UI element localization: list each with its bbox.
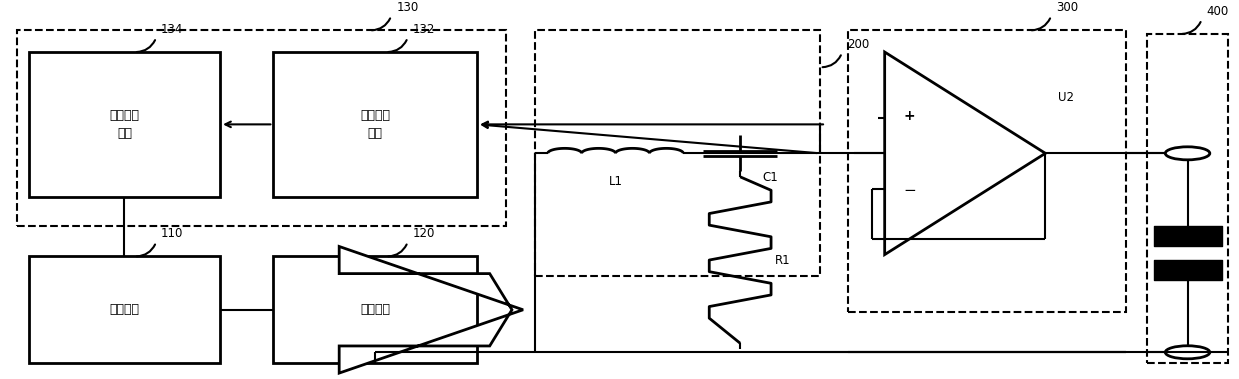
Text: R1: R1 — [774, 254, 790, 266]
Text: +: + — [903, 109, 916, 123]
Text: 132: 132 — [413, 23, 435, 36]
Text: 控制单元: 控制单元 — [109, 303, 140, 316]
Text: 峰値检测
单元: 峰値检测 单元 — [361, 109, 390, 140]
Text: 400: 400 — [1207, 5, 1229, 18]
Text: L1: L1 — [608, 175, 622, 188]
Text: 驱动单元: 驱动单元 — [361, 303, 390, 316]
Bar — [17, 30, 506, 226]
Bar — [274, 257, 477, 363]
Bar — [535, 30, 820, 276]
Bar — [1147, 34, 1228, 363]
Text: U2: U2 — [1058, 91, 1074, 104]
Polygon shape — [339, 246, 523, 373]
Text: 200: 200 — [847, 38, 870, 51]
Text: 数模转换
单元: 数模转换 单元 — [109, 109, 140, 140]
Text: 110: 110 — [161, 227, 183, 240]
Bar — [849, 30, 1126, 313]
Bar — [274, 52, 477, 197]
Text: 120: 120 — [413, 227, 435, 240]
Text: 300: 300 — [1056, 1, 1078, 14]
Text: −: − — [903, 183, 916, 198]
Bar — [28, 52, 221, 197]
Text: 134: 134 — [161, 23, 183, 36]
Text: 130: 130 — [396, 1, 419, 14]
Bar — [28, 257, 221, 363]
Text: C1: C1 — [762, 171, 778, 185]
